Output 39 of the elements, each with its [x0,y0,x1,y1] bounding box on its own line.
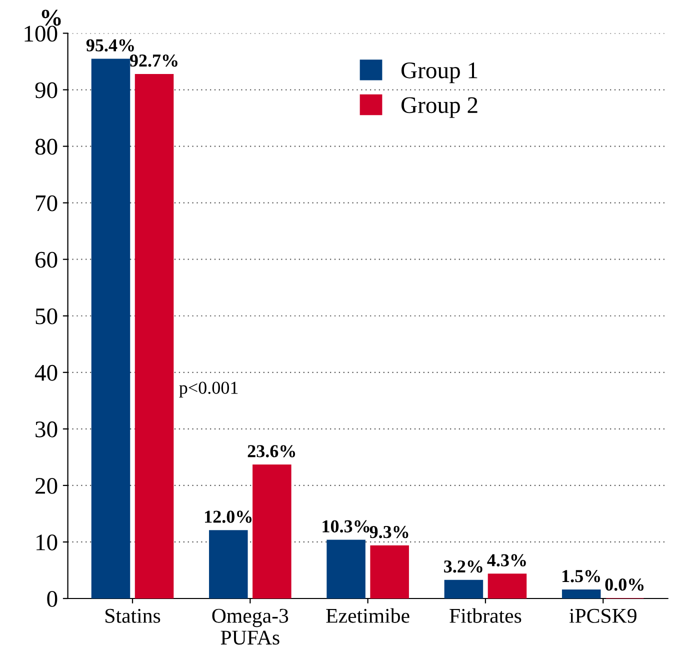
legend-label: Group 1 [402,62,478,84]
x-tick-label: Omega-3 PUFAs [212,608,288,645]
data-label: 9.3% [370,526,408,538]
y-tick-label: 70 [36,195,58,212]
y-tick-label: 30 [36,421,58,438]
bar [444,580,484,598]
legend-label: Group 2 [402,97,478,118]
y-tick-label: 60 [35,252,58,268]
data-label: 10.3% [322,520,370,533]
bar [134,74,174,598]
bar [209,530,248,598]
data-label: 4.3% [487,554,526,566]
y-tick-label: 0 [47,590,58,607]
y-axis-title: % [42,10,61,26]
bar [91,58,130,598]
bar [370,545,409,598]
y-tick-label: 100 [24,26,58,42]
x-tick-label: Statins [106,608,160,623]
bar [488,574,527,598]
data-label: 95.4% [86,39,134,52]
x-tick-label: Fitbrates [450,608,522,623]
y-tick-label: 20 [36,478,58,494]
data-label: 3.2% [444,560,482,573]
y-tick-label: 40 [34,364,58,381]
data-label: 23.6% [248,445,296,458]
annotation: p<0.001 [179,382,238,398]
x-tick-label: Ezetimibe [326,608,410,623]
bar [252,464,292,598]
data-label: 0.0% [605,578,644,591]
data-label: 12.0% [205,510,252,523]
data-label: 1.5% [562,570,600,582]
y-tick-label: 90 [35,82,58,98]
bar [326,540,366,598]
y-tick-label: 10 [36,534,58,550]
x-tick-label: iPCSK9 [569,608,636,623]
y-tick-label: 50 [36,308,58,324]
data-label: 92.7% [130,54,178,67]
y-tick-label: 80 [35,138,58,155]
bar [562,589,601,598]
